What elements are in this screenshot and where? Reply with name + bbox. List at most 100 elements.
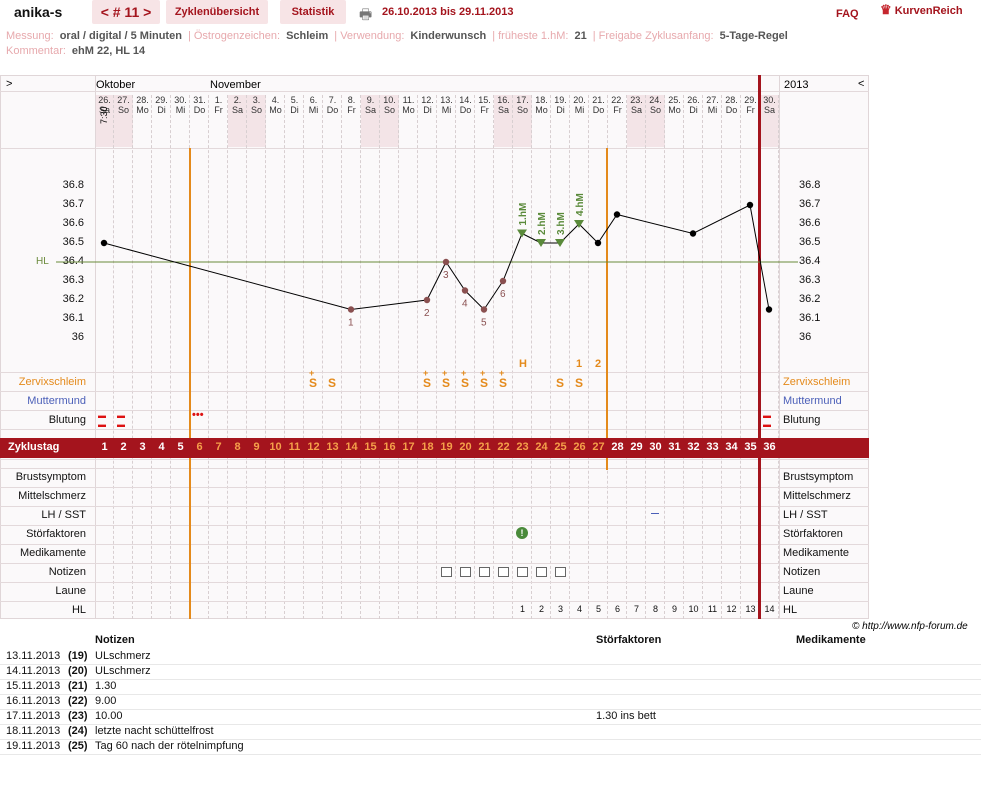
cycle-day-number[interactable]: 28 xyxy=(611,441,624,453)
cycle-day-number[interactable]: 23 xyxy=(516,441,529,453)
day-column-header[interactable]: 8. Fr xyxy=(342,95,361,147)
day-column-header[interactable]: 3. So xyxy=(247,95,266,147)
day-column-header[interactable]: 25. Mo xyxy=(665,95,684,147)
day-column-header[interactable]: 30. Mi xyxy=(171,95,190,147)
cycle-day-number[interactable]: 24 xyxy=(535,441,548,453)
printer-icon[interactable]: 🖶 xyxy=(359,6,373,22)
day-column-header[interactable]: 5. Di xyxy=(285,95,304,147)
cycle-day-number[interactable]: 5 xyxy=(177,441,184,453)
tab-statistics[interactable]: Statistik xyxy=(280,0,346,24)
cycle-nav-button[interactable]: < # 11 > xyxy=(92,0,160,24)
username[interactable]: anika-s xyxy=(14,4,63,20)
day-column-header[interactable]: 10. So xyxy=(380,95,399,147)
note-icon[interactable] xyxy=(441,567,452,577)
note-icon[interactable] xyxy=(498,567,509,577)
cycle-day-number[interactable]: 27 xyxy=(592,441,605,453)
day-column-header[interactable]: 22. Fr xyxy=(608,95,627,147)
note-icon[interactable] xyxy=(479,567,490,577)
cycle-day-number[interactable]: 20 xyxy=(459,441,472,453)
cycle-day-number[interactable]: 2 xyxy=(120,441,127,453)
cervix-mucus-mark[interactable]: + S xyxy=(308,368,317,390)
day-column-header[interactable]: 30. Sa xyxy=(760,95,779,147)
tab-cycle-overview[interactable]: Zyklenübersicht xyxy=(166,0,268,24)
cycle-day-number[interactable]: 22 xyxy=(497,441,510,453)
day-column-header[interactable]: 16. Sa xyxy=(494,95,513,147)
cycle-day-number[interactable]: 8 xyxy=(234,441,241,453)
cycle-day-number[interactable]: 32 xyxy=(687,441,700,453)
cycle-day-number[interactable]: 36 xyxy=(763,441,776,453)
day-column-header[interactable]: 21. Do xyxy=(589,95,608,147)
note-icon[interactable] xyxy=(517,567,528,577)
day-column-header[interactable]: 11. Mo xyxy=(399,95,418,147)
cervix-mucus-mark[interactable]: S xyxy=(327,376,336,390)
day-column-header[interactable]: 23. Sa xyxy=(627,95,646,147)
cervix-mucus-mark[interactable]: + S xyxy=(422,368,431,390)
cycle-day-number[interactable]: 25 xyxy=(554,441,567,453)
cycle-day-number[interactable]: 7 xyxy=(215,441,222,453)
blood-heavy-mark[interactable]: ▬ ▬ xyxy=(117,411,125,429)
day-column-header[interactable]: 29. Fr xyxy=(741,95,760,147)
day-column-header[interactable]: 1. Fr xyxy=(209,95,228,147)
day-column-header[interactable]: 17. So xyxy=(513,95,532,147)
day-column-header[interactable]: 26. Di xyxy=(684,95,703,147)
day-column-header[interactable]: 7. Do xyxy=(323,95,342,147)
cycle-day-number[interactable]: 15 xyxy=(364,441,377,453)
cycle-day-number[interactable]: 1 xyxy=(101,441,108,453)
day-column-header[interactable]: 27. Mi xyxy=(703,95,722,147)
cycle-day-number[interactable]: 6 xyxy=(196,441,203,453)
blood-heavy-mark[interactable]: ▬ ▬ xyxy=(98,411,106,429)
note-icon[interactable] xyxy=(536,567,547,577)
cervix-mucus-mark[interactable]: S xyxy=(555,376,564,390)
cycle-day-number[interactable]: 9 xyxy=(253,441,260,453)
cycle-day-number[interactable]: 21 xyxy=(478,441,491,453)
cycle-day-number[interactable]: 13 xyxy=(326,441,339,453)
day-column-header[interactable]: 18. Mo xyxy=(532,95,551,147)
day-column-header[interactable]: 2. Sa xyxy=(228,95,247,147)
day-column-header[interactable]: 19. Di xyxy=(551,95,570,147)
cycle-day-number[interactable]: 34 xyxy=(725,441,738,453)
cycle-day-number[interactable]: 26 xyxy=(573,441,586,453)
cycle-day-number[interactable]: 14 xyxy=(345,441,358,453)
cycle-day-number[interactable]: 3 xyxy=(139,441,146,453)
cycle-day-number[interactable]: 10 xyxy=(269,441,282,453)
next-cycle-arrow[interactable]: < xyxy=(858,78,865,90)
copyright[interactable]: © http://www.nfp-forum.de xyxy=(852,621,968,632)
cycle-day-number[interactable]: 30 xyxy=(649,441,662,453)
day-column-header[interactable]: 13. Mi xyxy=(437,95,456,147)
cycle-day-number[interactable]: 12 xyxy=(307,441,320,453)
day-column-header[interactable]: 26. Sa xyxy=(95,95,114,147)
cycle-day-number[interactable]: 19 xyxy=(440,441,453,453)
cycle-day-number[interactable]: 11 xyxy=(288,441,301,453)
cycle-day-number[interactable]: 17 xyxy=(402,441,415,453)
cervix-mucus-mark[interactable]: + S xyxy=(498,368,507,390)
prev-cycle-arrow[interactable]: > xyxy=(6,78,13,90)
day-column-header[interactable]: 29. Di xyxy=(152,95,171,147)
cycle-day-number[interactable]: 4 xyxy=(158,441,165,453)
day-column-header[interactable]: 12. Di xyxy=(418,95,437,147)
day-column-header[interactable]: 27. So xyxy=(114,95,133,147)
day-column-header[interactable]: 20. Mi xyxy=(570,95,589,147)
cycle-day-number[interactable]: 29 xyxy=(630,441,643,453)
note-icon[interactable] xyxy=(555,567,566,577)
blood-heavy-mark[interactable]: ▬ ▬ xyxy=(763,411,771,429)
day-column-header[interactable]: 15. Fr xyxy=(475,95,494,147)
cycle-day-number[interactable]: 18 xyxy=(421,441,434,453)
day-column-header[interactable]: 24. So xyxy=(646,95,665,147)
day-column-header[interactable]: 31. Do xyxy=(190,95,209,147)
day-column-header[interactable]: 4. Mo xyxy=(266,95,285,147)
blood-spotting-mark[interactable]: ••• xyxy=(192,409,204,421)
cycle-day-number[interactable]: 31 xyxy=(668,441,681,453)
cervix-mucus-mark[interactable]: + S xyxy=(479,368,488,390)
lh-test-mark[interactable] xyxy=(651,513,659,514)
day-column-header[interactable]: 28. Do xyxy=(722,95,741,147)
logo[interactable]: ♛ KurvenReich xyxy=(880,2,963,18)
cervix-mucus-mark[interactable]: S xyxy=(574,376,583,390)
day-column-header[interactable]: 6. Mi xyxy=(304,95,323,147)
note-icon[interactable] xyxy=(460,567,471,577)
day-column-header[interactable]: 9. Sa xyxy=(361,95,380,147)
day-column-header[interactable]: 14. Do xyxy=(456,95,475,147)
cervix-mucus-mark[interactable]: + S xyxy=(441,368,450,390)
disturbance-icon[interactable]: ! xyxy=(516,527,528,539)
cycle-day-number[interactable]: 33 xyxy=(706,441,719,453)
cycle-day-number[interactable]: 16 xyxy=(383,441,396,453)
